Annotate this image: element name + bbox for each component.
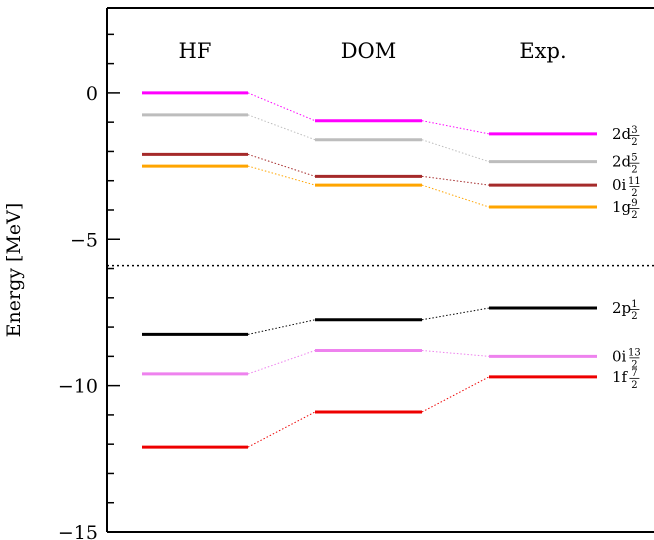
orbital-label-numerator: 9 [631,198,637,209]
level-connector [421,175,490,186]
y-tick-label: −15 [58,522,98,540]
column-title: DOM [341,39,397,63]
orbital-label-denominator: 2 [631,188,637,199]
orbital-label-numerator: 5 [631,153,637,164]
orbital-label-main: 0i [612,347,627,365]
level-connector [421,307,490,321]
orbital-label-denominator: 2 [631,359,637,370]
energy-levels [142,91,597,449]
orbital-label-2p1/2: 2p 12 [612,299,640,322]
level-connector [247,153,316,177]
orbital-label-1f7/2: 1f 72 [612,368,640,391]
orbital-label-numerator: 1 [631,299,637,310]
level-connector [247,92,316,122]
orbital-label-1g9/2: 1g 92 [612,198,640,221]
level-connector [247,165,316,186]
y-tick-label: −5 [70,229,98,251]
orbital-label-0i11/2: 0i 112 [612,176,641,199]
level-connector [421,184,490,208]
level-connector [421,120,490,135]
column-title: HF [179,39,212,63]
column-title: Exp. [519,39,566,63]
orbital-label-denominator: 2 [631,210,637,221]
level-connector [421,139,490,163]
orbital-label-main: 2d [612,125,632,143]
orbital-label-0i13/2: 0i 132 [612,347,641,370]
level-connectors [247,92,490,448]
orbital-label-denominator: 2 [631,165,637,176]
orbital-label-denominator: 2 [631,311,637,322]
orbital-label-main: 0i [612,176,627,194]
y-axis-label: Energy [MeV] [3,203,25,338]
level-connector [247,350,316,375]
plot-axes: 0 −5 −10 −15 Energy [MeV] [3,7,654,540]
orbital-label-numerator: 7 [631,368,637,379]
orbital-label-numerator: 11 [628,176,641,187]
level-connector [247,319,316,335]
orbital-label-2d5/2: 2d 52 [612,153,640,176]
column-titles: HF DOM Exp. [179,39,567,63]
orbital-label-main: 1g [612,198,632,216]
level-connector [421,376,490,413]
orbital-label-main: 2d [612,153,632,171]
y-tick-label: 0 [86,83,98,105]
level-connector [421,350,490,357]
orbital-label-main: 1f [612,368,629,386]
orbital-label-numerator: 13 [628,347,641,358]
orbital-label-numerator: 3 [631,125,637,136]
level-connector [247,411,316,448]
orbital-label-denominator: 2 [631,137,637,148]
orbital-label-main: 2p [612,299,631,317]
orbital-label-2d3/2: 2d 32 [612,125,640,148]
y-tick-label: −10 [58,376,98,398]
orbital-label-denominator: 2 [631,380,637,391]
level-connector [247,114,316,141]
